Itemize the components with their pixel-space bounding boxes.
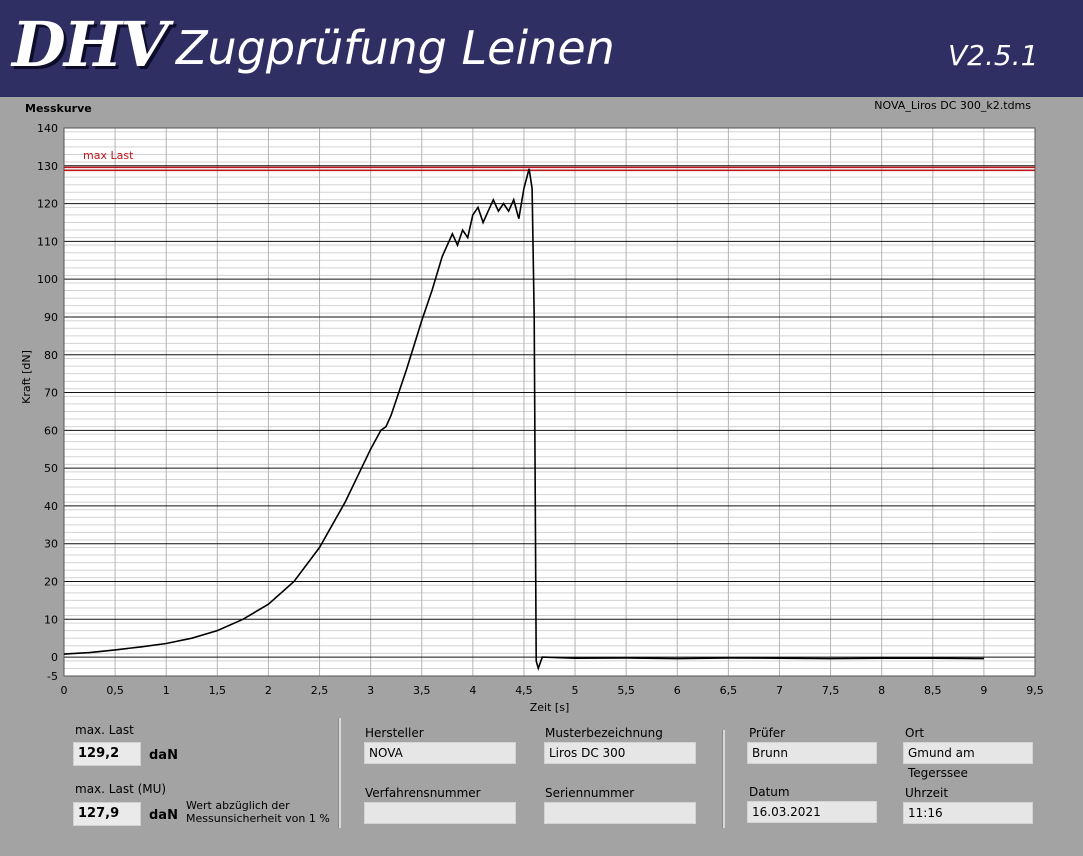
chart-series — [63, 168, 984, 672]
app-header: DHV Zugprüfung Leinen V2.5.1 — [0, 0, 1083, 97]
y-tick-label: 110 — [37, 235, 58, 248]
x-tick-label: 5 — [572, 684, 579, 697]
chart-minor-grid — [64, 131, 1035, 677]
dhv-logo: DHV — [12, 10, 168, 90]
y-tick-label: 40 — [44, 500, 58, 513]
hersteller-label: Hersteller — [365, 726, 424, 740]
x-tick-label: 1 — [163, 684, 170, 697]
x-tick-label: 1,5 — [209, 684, 227, 697]
y-tick-label: -5 — [47, 670, 58, 683]
y-tick-label: 70 — [44, 387, 58, 400]
x-axis-label: Zeit [s] — [530, 701, 569, 714]
y-tick-label: 0 — [51, 651, 58, 664]
y-axis-ticks: -5 0 10 20 30 40 50 60 70 80 90 100 110 120 130 140 — [37, 122, 58, 683]
x-tick-label: 6 — [674, 684, 681, 697]
uhrzeit-label: Uhrzeit — [905, 786, 949, 800]
y-tick-label: 140 — [37, 122, 58, 135]
musterbezeichnung-field[interactable]: Liros DC 300 — [544, 742, 696, 764]
x-tick-label: 0,5 — [106, 684, 124, 697]
x-tick-label: 6,5 — [720, 684, 738, 697]
chart-panel-label: Messkurve — [25, 102, 92, 115]
x-tick-label: 8,5 — [924, 684, 942, 697]
max-load-reference — [64, 166, 1035, 172]
max-last-mu-value: 127,9 — [73, 802, 141, 826]
force-curve — [63, 168, 984, 672]
x-tick-label: 4 — [469, 684, 476, 697]
plot-frame — [63, 127, 1036, 677]
y-axis-label: Kraft [dN] — [20, 350, 33, 404]
x-tick-label: 7 — [776, 684, 783, 697]
y-tick-label: 20 — [44, 576, 58, 589]
seriennummer-field[interactable] — [544, 802, 696, 824]
plot-background — [64, 128, 1035, 676]
x-tick-label: 5,5 — [617, 684, 635, 697]
ort-field[interactable]: Gmund am Tegerssee — [903, 742, 1033, 780]
x-tick-label: 9 — [980, 684, 987, 697]
hersteller-field[interactable]: NOVA — [364, 742, 516, 764]
uhrzeit-field[interactable]: 11:16 — [903, 802, 1033, 824]
max-last-mu-unit: daN — [149, 808, 178, 823]
y-tick-label: 60 — [44, 424, 58, 437]
max-last-marker-label: max Last — [83, 149, 134, 162]
max-last-label: max. Last — [75, 723, 134, 737]
datum-label: Datum — [749, 785, 790, 799]
pruefer-label: Prüfer — [749, 726, 786, 740]
max-last-value: 129,2 — [73, 742, 141, 766]
file-name: NOVA_Liros DC 300_k2.tdms — [874, 99, 1031, 112]
y-tick-label: 130 — [37, 160, 58, 173]
verfahrensnummer-label: Verfahrensnummer — [365, 786, 481, 800]
y-tick-label: 30 — [44, 538, 58, 551]
y-tick-label: 10 — [44, 613, 58, 626]
separator — [722, 730, 725, 828]
logo-text: DHV — [12, 8, 168, 81]
x-tick-label: 2,5 — [311, 684, 329, 697]
ort-label: Ort — [905, 726, 925, 740]
y-tick-label: 80 — [44, 349, 58, 362]
x-tick-label: 9,5 — [1026, 684, 1044, 697]
x-axis-ticks: 0 0,5 1 1,5 2 2,5 3 3,5 4 4,5 5 5,5 6 6,5 7 7,5 8 8,5 9 9,5 — [61, 684, 1044, 697]
pruefer-field[interactable]: Brunn — [747, 742, 877, 764]
measurement-uncertainty-note: Wert abzüglich der Messunsicherheit von … — [186, 799, 330, 825]
musterbezeichnung-label: Musterbezeichnung — [545, 726, 663, 740]
x-tick-label: 0 — [61, 684, 68, 697]
y-tick-label: 100 — [37, 273, 58, 286]
app-title: Zugprüfung Leinen — [176, 21, 615, 75]
x-tick-label: 4,5 — [515, 684, 533, 697]
y-tick-label: 120 — [37, 198, 58, 211]
max-last-mu-label: max. Last (MU) — [75, 782, 167, 796]
x-tick-label: 3,5 — [413, 684, 431, 697]
separator — [338, 718, 341, 828]
seriennummer-label: Seriennummer — [545, 786, 635, 800]
datum-field[interactable]: 16.03.2021 — [747, 801, 877, 823]
x-tick-label: 7,5 — [822, 684, 840, 697]
x-tick-label: 3 — [367, 684, 374, 697]
y-tick-label: 90 — [44, 311, 58, 324]
y-tick-label: 50 — [44, 462, 58, 475]
x-tick-label: 2 — [265, 684, 272, 697]
max-last-unit: daN — [149, 748, 178, 763]
x-tick-label: 8 — [878, 684, 885, 697]
version-label: V2.5.1 — [948, 39, 1039, 72]
verfahrensnummer-field[interactable] — [364, 802, 516, 824]
